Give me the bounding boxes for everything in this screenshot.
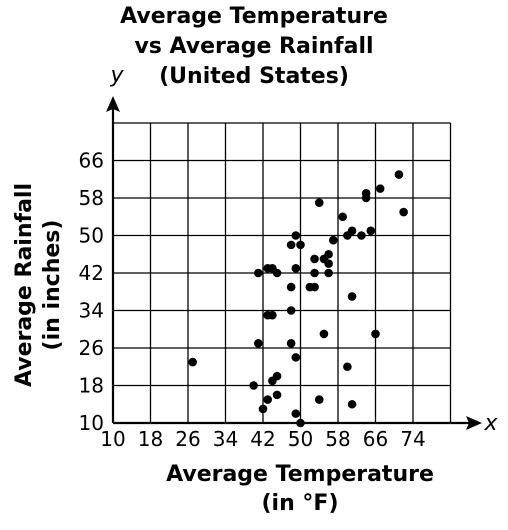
chart-title-line-1: Average Temperature bbox=[120, 4, 388, 29]
y-tick-label: 26 bbox=[79, 336, 104, 360]
data-point bbox=[314, 395, 324, 404]
data-point bbox=[399, 207, 408, 217]
x-axis-label-line-1: Average Temperature bbox=[166, 462, 434, 487]
y-tick-label: 10 bbox=[79, 411, 104, 435]
data-point bbox=[291, 231, 301, 240]
data-point bbox=[188, 357, 197, 367]
x-tick-label: 34 bbox=[213, 427, 238, 451]
y-axis-arrow-icon bbox=[106, 96, 120, 112]
data-point bbox=[254, 339, 263, 348]
data-point bbox=[291, 353, 301, 362]
data-point bbox=[268, 310, 277, 320]
data-point bbox=[291, 264, 301, 273]
data-point bbox=[263, 395, 272, 404]
data-point bbox=[375, 184, 385, 193]
data-point bbox=[272, 268, 282, 278]
x-tick-label: 66 bbox=[363, 427, 388, 451]
axes: xy bbox=[106, 63, 498, 436]
data-point bbox=[286, 339, 296, 348]
chart-title-line-2: vs Average Rainfall bbox=[134, 34, 374, 59]
data-point bbox=[357, 231, 366, 240]
data-point bbox=[296, 418, 305, 428]
data-point bbox=[310, 254, 319, 264]
data-points bbox=[188, 170, 408, 428]
data-point bbox=[394, 170, 404, 179]
data-point bbox=[258, 404, 268, 414]
data-point bbox=[324, 268, 333, 278]
x-tick-label: 74 bbox=[400, 427, 425, 451]
x-tick-label: 18 bbox=[138, 427, 163, 451]
data-point bbox=[347, 399, 357, 409]
data-point bbox=[249, 381, 258, 390]
y-axis-letter: y bbox=[109, 63, 124, 88]
x-tick-label: 26 bbox=[175, 427, 200, 451]
chart-title-line-3: (United States) bbox=[159, 64, 349, 89]
data-point bbox=[291, 409, 301, 418]
tick-labels: 10 18 26 34 42 50 58 66 74 10 18 26 34 42 50 58 66 bbox=[79, 149, 426, 452]
data-point bbox=[347, 292, 357, 301]
data-point bbox=[286, 240, 296, 250]
y-tick-label: 58 bbox=[79, 186, 104, 210]
data-point bbox=[338, 212, 347, 222]
x-axis-label-line-2: (in °F) bbox=[261, 491, 339, 516]
data-point bbox=[366, 226, 376, 236]
x-axis-letter: x bbox=[483, 411, 498, 436]
x-tick-label: 50 bbox=[288, 427, 313, 451]
y-tick-label: 34 bbox=[79, 299, 104, 323]
data-point bbox=[319, 329, 329, 339]
y-tick-label: 66 bbox=[79, 149, 104, 173]
data-point bbox=[371, 329, 380, 339]
grid-lines bbox=[113, 122, 452, 423]
data-point bbox=[324, 249, 333, 259]
data-point bbox=[324, 259, 333, 268]
data-point bbox=[310, 268, 319, 278]
data-point bbox=[254, 268, 263, 278]
y-tick-label: 18 bbox=[79, 374, 104, 398]
data-point bbox=[361, 189, 371, 198]
data-point bbox=[343, 362, 352, 372]
x-tick-label: 58 bbox=[325, 427, 350, 451]
x-axis-arrow-icon bbox=[466, 416, 482, 430]
data-point bbox=[296, 240, 305, 250]
y-tick-label: 50 bbox=[79, 224, 104, 248]
data-point bbox=[329, 235, 338, 245]
data-point bbox=[310, 282, 319, 292]
data-point bbox=[347, 226, 357, 236]
x-tick-label: 42 bbox=[250, 427, 275, 451]
data-point bbox=[272, 371, 282, 381]
data-point bbox=[314, 198, 324, 207]
data-point bbox=[272, 390, 282, 400]
x-tick-label: 10 bbox=[100, 427, 125, 451]
data-point bbox=[286, 282, 296, 292]
data-point bbox=[286, 306, 296, 315]
y-tick-label: 42 bbox=[79, 261, 104, 285]
